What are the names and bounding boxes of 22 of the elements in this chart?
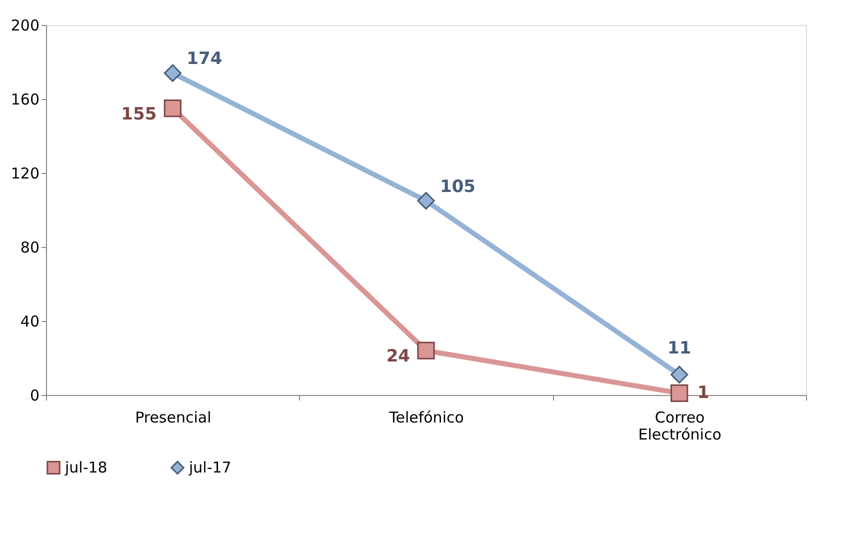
y-tick-label: 120 (10, 164, 40, 182)
y-tick-label: 40 (20, 312, 40, 330)
x-tick-label: Presencial (135, 408, 212, 426)
x-tick-label: Telefónico (388, 408, 464, 426)
point (417, 342, 435, 360)
legend-label: jul-18 (64, 458, 108, 477)
point (164, 99, 182, 118)
data-label: 174 (186, 49, 222, 70)
point (670, 384, 688, 402)
x-tick-label: Correo Electrónico (638, 408, 722, 444)
y-tick-label: 0 (30, 386, 40, 404)
data-label: 24 (386, 346, 410, 367)
point (164, 64, 182, 82)
y-tick-label: 80 (20, 238, 40, 256)
y-tick-label: 160 (10, 90, 40, 108)
legend-label: jul-17 (188, 458, 232, 477)
point (670, 366, 688, 384)
data-label: 105 (440, 176, 476, 197)
y-tick-label: 200 (10, 16, 40, 34)
point (417, 192, 435, 210)
data-label: 11 (667, 338, 692, 359)
data-label: 155 (121, 104, 157, 124)
